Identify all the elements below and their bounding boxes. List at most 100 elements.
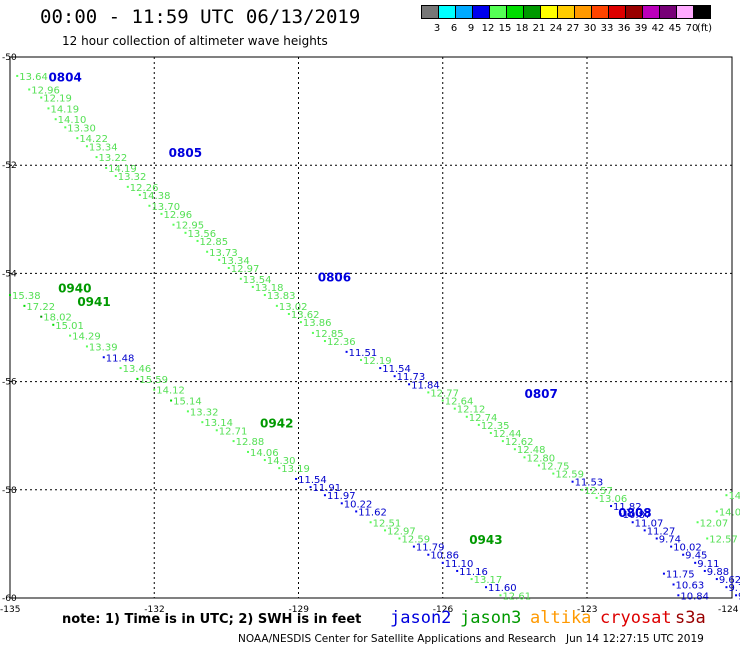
legend-bin-label: 18 xyxy=(516,23,529,33)
wave-height-point xyxy=(299,321,302,324)
point-layer: 13.6412.9612.1914.1914.1013.3014.2213.34… xyxy=(9,72,740,602)
wave-height-point xyxy=(489,431,492,434)
wave-height-label: 11.10 xyxy=(445,559,474,570)
wave-height-point xyxy=(28,88,31,91)
wave-height-label: 18.02 xyxy=(43,313,72,324)
wave-height-label: 14.38 xyxy=(142,191,171,202)
legend-bin-label: 24 xyxy=(550,23,563,33)
color-legend: 3 6 9 12 15 18 21 24 27 30 33 36 39 42 45 70(ft) xyxy=(421,5,712,33)
wave-height-label: 12.57 xyxy=(584,486,613,497)
wave-height-label: 11.60 xyxy=(488,583,517,594)
wave-height-label: 12.77 xyxy=(430,388,459,399)
wave-height-point xyxy=(247,450,250,453)
x-tick-label: -129 xyxy=(289,605,310,615)
wave-height-point xyxy=(735,594,738,597)
wave-height-point xyxy=(232,440,235,443)
wave-height-point xyxy=(552,472,555,475)
wave-height-label: 12.57 xyxy=(709,534,738,545)
wave-height-label: 12.19 xyxy=(43,94,72,105)
wave-height-point xyxy=(670,545,673,548)
wave-height-label: 11.79 xyxy=(416,543,445,554)
wave-height-point xyxy=(138,193,141,196)
wave-height-label: 12.19 xyxy=(363,356,392,367)
satellite-legend-item: jason2 xyxy=(390,608,452,628)
wave-height-point xyxy=(595,496,598,499)
wave-height-label: 9.51 xyxy=(738,591,740,602)
wave-height-point xyxy=(263,294,266,297)
footer-credit: NOAA/NESDIS Center for Satellite Applica… xyxy=(238,633,704,645)
wave-height-point xyxy=(215,429,218,432)
wave-height-point xyxy=(682,553,685,556)
wave-height-point xyxy=(453,407,456,410)
wave-height-label: 13.86 xyxy=(303,318,332,329)
satellite-legend-item: jason3 xyxy=(460,608,522,628)
wave-height-point xyxy=(715,578,718,581)
satellite-legend-item: altika xyxy=(530,608,592,628)
wave-height-point xyxy=(662,572,665,575)
wave-height-label: 11.73 xyxy=(397,372,426,383)
wave-height-point xyxy=(672,583,675,586)
wave-height-point xyxy=(23,304,26,307)
wave-height-point xyxy=(40,315,43,318)
wave-height-label: 11.91 xyxy=(313,483,342,494)
wave-height-point xyxy=(126,185,129,188)
wave-height-label: 13.62 xyxy=(291,310,320,321)
wave-height-label: 13.18 xyxy=(255,283,284,294)
wave-height-point xyxy=(102,356,105,359)
wave-height-point xyxy=(384,529,387,532)
legend-bin-label: 42 xyxy=(652,23,665,33)
wave-height-point xyxy=(170,399,173,402)
footer-note: note: 1) Time is in UTC; 2) SWH is in fe… xyxy=(62,612,362,627)
wave-height-label: 12.59 xyxy=(555,470,584,481)
legend-bin-label: 30 xyxy=(584,23,597,33)
wave-height-label: 12.85 xyxy=(315,329,344,340)
wave-height-label: 11.62 xyxy=(358,507,387,518)
wave-height-point xyxy=(278,467,281,470)
wave-height-point xyxy=(499,594,502,597)
legend-bin-label: 27 xyxy=(567,23,580,33)
wave-height-label: 10.87 xyxy=(623,510,652,521)
wave-height-label: 11.82 xyxy=(613,502,642,513)
wave-height-point xyxy=(655,537,658,540)
wave-height-point xyxy=(393,375,396,378)
wave-height-point xyxy=(703,569,706,572)
wave-height-point xyxy=(379,367,382,370)
wave-height-label: 12.26 xyxy=(130,183,159,194)
legend-swatch xyxy=(693,5,711,19)
wave-height-point xyxy=(251,285,254,288)
wave-height-label: 11.07 xyxy=(635,518,664,529)
wave-height-label: 12.36 xyxy=(327,337,356,348)
wave-height-point xyxy=(69,334,72,337)
wave-height-label: 13.39 xyxy=(89,342,118,353)
wave-height-label: 12.48 xyxy=(517,445,546,456)
wave-height-label: 11.75 xyxy=(666,570,695,581)
wave-height-label: 12.95 xyxy=(175,221,204,232)
pass-time-label: 0804 xyxy=(48,70,81,84)
satellite-legend-item: s3a xyxy=(675,608,706,628)
wave-height-label: 11.97 xyxy=(327,491,356,502)
wave-height-label: 14.0 xyxy=(719,507,740,518)
wave-height-point xyxy=(40,96,43,99)
wave-height-label: 12.96 xyxy=(163,210,192,221)
pass-time-label: 0806 xyxy=(318,271,351,285)
y-tick-label: -52 xyxy=(2,161,17,171)
wave-height-label: 10.02 xyxy=(673,543,702,554)
wave-height-label: 12.35 xyxy=(481,421,510,432)
wave-height-label: 13.02 xyxy=(279,302,308,313)
wave-height-label: 10.86 xyxy=(430,551,459,562)
wave-height-label: 14.22 xyxy=(79,134,108,145)
wave-height-point xyxy=(523,456,526,459)
wave-height-point xyxy=(696,521,699,524)
wave-height-point xyxy=(610,505,613,508)
wave-height-point xyxy=(85,345,88,348)
wave-height-label: 13.34 xyxy=(221,256,250,267)
wave-height-point xyxy=(619,513,622,516)
pass-time-label: 0941 xyxy=(77,295,110,309)
wave-height-point xyxy=(54,118,57,121)
wave-height-point xyxy=(275,304,278,307)
wave-height-point xyxy=(725,586,728,589)
wave-height-label: 13.46 xyxy=(123,364,152,375)
wave-height-label: 13.73 xyxy=(209,248,238,259)
